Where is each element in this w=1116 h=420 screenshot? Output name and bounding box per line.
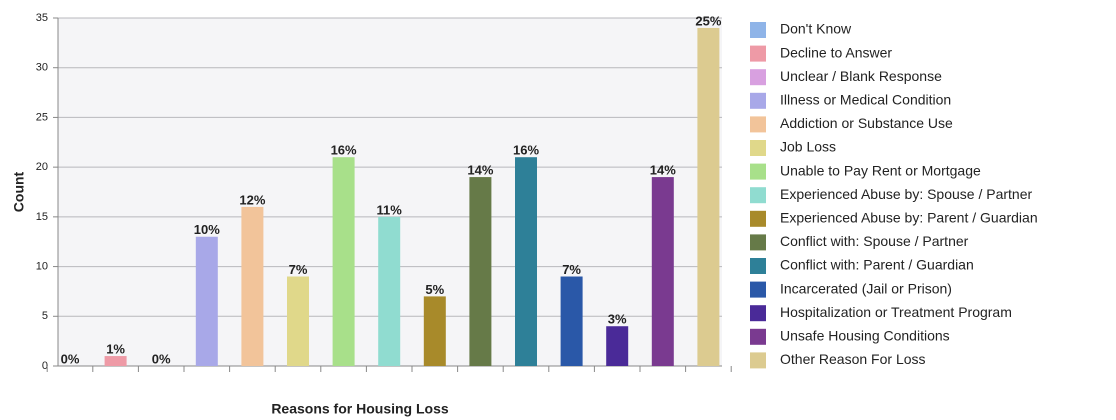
data-label: 25% [695,13,721,28]
data-label: 7% [562,262,581,277]
legend-label: Illness or Medical Condition [780,92,951,108]
data-label: 16% [331,143,357,158]
y-axis-label: Count [11,171,27,212]
data-label: 14% [650,163,676,178]
legend-label: Experienced Abuse by: Parent / Guardian [780,210,1038,226]
y-tick-label: 10 [36,260,48,272]
legend-swatch [750,22,766,38]
legend-label: Decline to Answer [780,44,892,60]
legend-swatch [750,234,766,251]
bar [469,177,492,366]
data-label: 7% [289,262,308,277]
legend-swatch [750,258,766,274]
bar [195,236,218,366]
legend-swatch [750,352,766,369]
legend-label: Addiction or Substance Use [780,115,953,131]
y-tick-label: 35 [36,12,48,24]
legend-swatch [750,92,766,109]
legend-label: Unable to Pay Rent or Mortgage [780,162,981,178]
bar [423,296,446,366]
y-tick-label: 20 [36,161,48,173]
bar [515,157,537,366]
bar [560,276,583,366]
x-axis-label: Reasons for Housing Loss [271,401,449,417]
data-label: 1% [106,341,125,356]
y-tick-label: 15 [36,211,48,223]
data-label: 14% [467,163,493,178]
y-tick-label: 0 [42,360,48,372]
y-tick-label: 30 [36,62,48,74]
legend-label: Incarcerated (Jail or Prison) [780,280,952,296]
y-tick-label: 25 [36,111,48,123]
y-tick-label: 5 [42,310,48,322]
legend-swatch [750,305,766,322]
legend-swatch [750,328,766,345]
legend-swatch [750,210,766,227]
legend-label: Conflict with: Spouse / Partner [780,233,969,249]
legend-swatch [750,187,766,204]
data-label: 0% [61,351,80,366]
legend-label: Conflict with: Parent / Guardian [780,257,974,273]
legend-label: Unclear / Blank Response [780,68,942,84]
bar [606,326,629,366]
legend-label: Don't Know [780,21,852,37]
legend-swatch [750,163,766,180]
data-label: 3% [608,312,627,327]
legend-label: Other Reason For Loss [780,351,926,367]
bar [287,276,309,366]
legend-swatch [750,140,766,156]
data-label: 12% [239,192,265,207]
legend-label: Experienced Abuse by: Spouse / Partner [780,186,1032,202]
legend-swatch [750,69,766,86]
data-label: 5% [425,282,444,297]
legend-swatch [750,116,766,133]
data-label: 11% [377,202,403,217]
bar [332,157,355,366]
legend-label: Job Loss [780,139,836,155]
data-label: 16% [513,143,539,158]
bar [697,27,720,366]
bar [241,206,264,366]
data-label: 10% [194,222,220,237]
legend-label: Hospitalization or Treatment Program [780,304,1012,320]
legend-swatch [750,45,766,62]
data-label: 0% [152,351,171,366]
bar [651,177,674,366]
bar [378,216,401,366]
bar [104,356,127,366]
legend-swatch [750,281,766,298]
legend-label: Unsafe Housing Conditions [780,328,950,344]
